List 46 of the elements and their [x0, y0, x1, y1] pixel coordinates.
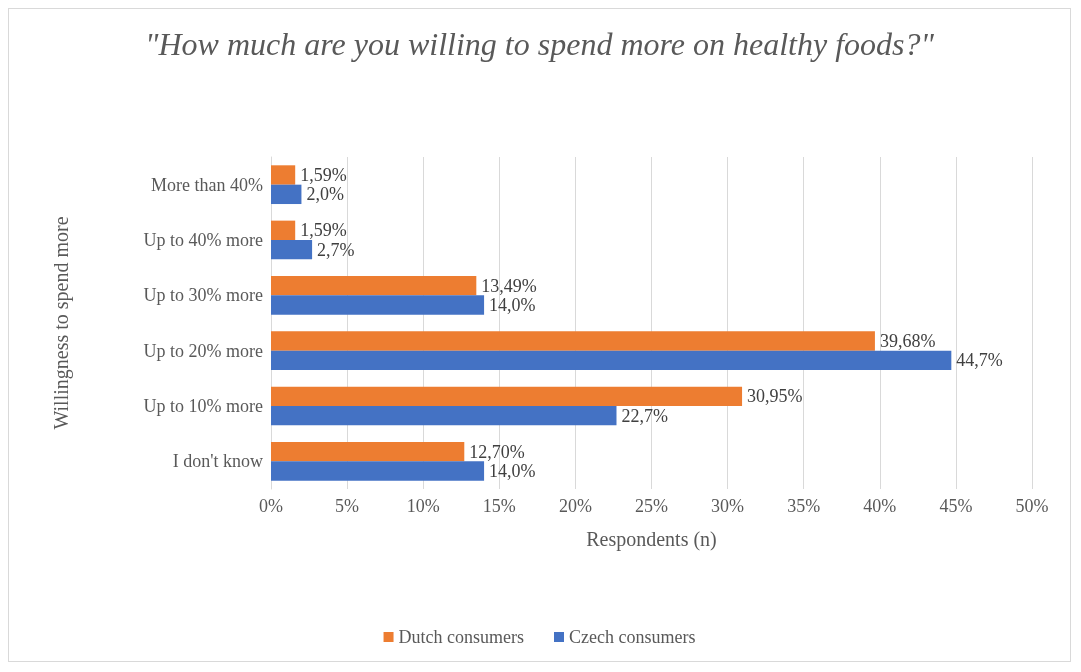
bar: [271, 295, 485, 315]
x-axis-title: Respondents (n): [586, 528, 717, 551]
data-label: 2,0%: [306, 184, 344, 205]
data-label: 1,59%: [300, 220, 347, 241]
bar: [271, 441, 465, 462]
bar: [271, 350, 952, 371]
bar: [271, 275, 477, 296]
y-axis-title: Willingness to spend more: [50, 216, 73, 430]
y-tick-label: Up to 40% more: [143, 230, 263, 250]
bar: [271, 184, 302, 205]
y-tick-label: Up to 20% more: [143, 340, 263, 361]
x-tick-label: 0%: [259, 496, 283, 516]
bar: [271, 165, 296, 185]
y-tick-label: Up to 30% more: [143, 285, 263, 306]
data-label: 12,70%: [469, 441, 525, 462]
x-tick-label: 35%: [787, 496, 821, 516]
y-tick-label: Up to 10% more: [143, 396, 263, 416]
data-label: 44,7%: [956, 350, 1003, 371]
data-label: 2,7%: [317, 239, 355, 260]
data-label: 14,0%: [489, 295, 536, 316]
legend-label: Czech consumers: [569, 627, 696, 647]
y-tick-label: I don't know: [172, 451, 263, 472]
bar: [271, 406, 617, 426]
data-label: 22,7%: [621, 405, 668, 426]
x-tick-label: 25%: [635, 496, 668, 516]
x-tick-label: 5%: [335, 496, 360, 516]
data-label: 1,59%: [300, 164, 347, 185]
bar: [271, 461, 485, 481]
data-label: 39,68%: [879, 330, 936, 351]
bar: [271, 220, 296, 240]
x-tick-label: 15%: [482, 496, 516, 516]
bar: [271, 331, 875, 351]
data-label: 13,49%: [481, 275, 537, 296]
legend-label: Dutch consumers: [398, 627, 525, 647]
x-tick-label: 40%: [863, 496, 897, 516]
data-label: 30,95%: [747, 386, 803, 407]
bar: [271, 386, 743, 406]
x-tick-label: 50%: [1015, 496, 1049, 516]
bar: [271, 240, 313, 260]
x-tick-label: 45%: [939, 496, 973, 516]
data-label: 14,0%: [489, 461, 536, 482]
x-tick-label: 10%: [406, 496, 440, 516]
x-tick-label: 20%: [558, 496, 592, 516]
y-tick-label: More than 40%: [151, 174, 263, 195]
x-tick-label: 30%: [711, 496, 745, 516]
chart-title: "How much are you willing to spend more on healthy foods?": [145, 26, 935, 62]
